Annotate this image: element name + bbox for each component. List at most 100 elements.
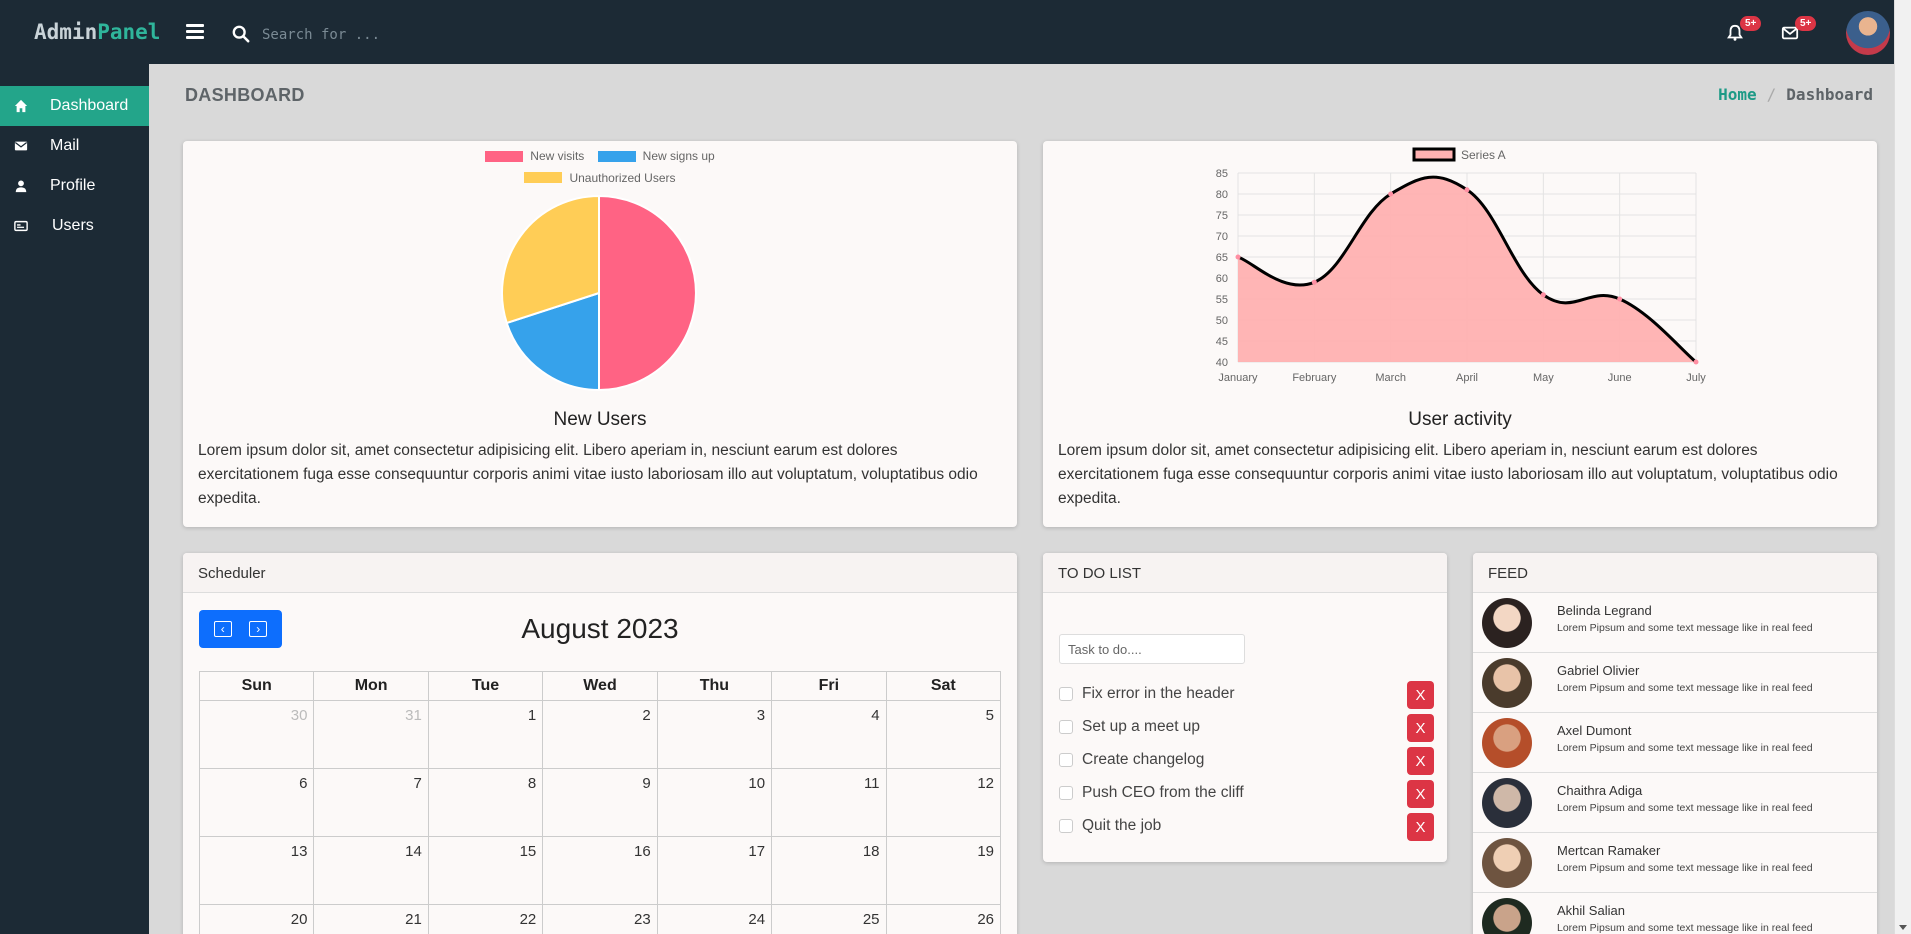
menu-toggle-icon[interactable] xyxy=(186,24,204,40)
calendar-day-cell[interactable]: 31 xyxy=(313,700,429,769)
calendar-day-cell[interactable]: 12 xyxy=(885,768,1002,837)
calendar-day-cell[interactable]: 6 xyxy=(198,768,315,837)
calendar-day-cell[interactable]: 17 xyxy=(656,836,773,905)
data-point[interactable] xyxy=(1388,191,1394,197)
calendar-day-cell[interactable]: 16 xyxy=(542,836,658,905)
delete-task-button[interactable]: X xyxy=(1407,681,1434,709)
calendar-day-cell[interactable]: 5 xyxy=(885,700,1002,769)
calendar-day-cell[interactable]: 11 xyxy=(771,768,887,837)
todo-checkbox[interactable] xyxy=(1059,786,1073,800)
data-point[interactable] xyxy=(1235,254,1241,260)
envelope-icon[interactable] xyxy=(1781,24,1799,42)
user-avatar[interactable] xyxy=(1846,11,1890,55)
feed-item[interactable]: Gabriel Olivier Lorem Pipsum and some tex… xyxy=(1473,653,1877,713)
legend-item[interactable]: Unauthorized Users xyxy=(524,171,676,185)
delete-task-button[interactable]: X xyxy=(1407,714,1434,742)
todo-checkbox[interactable] xyxy=(1059,720,1073,734)
sidebar-item-label: Mail xyxy=(50,137,80,154)
sidebar-item-profile[interactable]: Profile xyxy=(0,166,149,206)
todo-checkbox[interactable] xyxy=(1059,753,1073,767)
feed-item[interactable]: Akhil Salian Lorem Pipsum and some text m… xyxy=(1473,893,1877,934)
series-area xyxy=(1238,177,1696,362)
breadcrumb-home-link[interactable]: Home xyxy=(1718,85,1757,104)
delete-task-button[interactable]: X xyxy=(1407,813,1434,841)
calendar-day-cell[interactable]: 8 xyxy=(427,768,544,837)
todo-item: Push CEO from the cliff X xyxy=(1059,779,1434,808)
calendar-day-cell[interactable]: 30 xyxy=(198,700,315,769)
calendar-title: August 2023 xyxy=(521,613,679,644)
y-tick-label: 50 xyxy=(1216,315,1228,327)
data-point[interactable] xyxy=(1540,292,1546,298)
todo-input[interactable] xyxy=(1059,634,1245,664)
calendar-day-cell[interactable]: 3 xyxy=(656,700,773,769)
data-point[interactable] xyxy=(1464,187,1470,193)
user-activity-line-chart: Series A 40 45 50 55 60 65 70 75 80 85 January Febru… xyxy=(1216,147,1706,384)
weekday-header: Wed xyxy=(542,671,658,701)
delete-task-button[interactable]: X xyxy=(1407,747,1434,775)
feed-item[interactable]: Chaithra Adiga Lorem Pipsum and some text… xyxy=(1473,773,1877,833)
feed-author-name: Mertcan Ramaker xyxy=(1557,843,1661,858)
pie-slice[interactable] xyxy=(598,194,697,392)
calendar-day-cell[interactable]: 26 xyxy=(885,904,1002,934)
feed-item[interactable]: Axel Dumont Lorem Pipsum and some text me… xyxy=(1473,713,1877,773)
calendar-day-cell[interactable]: 25 xyxy=(771,904,887,934)
envelope-icon xyxy=(14,141,28,151)
legend-swatch xyxy=(597,150,636,162)
search-input[interactable] xyxy=(262,22,562,48)
calendar-day-cell[interactable]: 19 xyxy=(885,836,1002,905)
calendar-day-cell[interactable]: 21 xyxy=(313,904,429,934)
calendar-day-cell[interactable]: 15 xyxy=(427,836,544,905)
feed-item[interactable]: Belinda Legrand Lorem Pipsum and some tex… xyxy=(1473,593,1877,653)
calendar-day-cell[interactable]: 14 xyxy=(313,836,429,905)
todo-item: Fix error in the header X xyxy=(1059,680,1434,709)
feed-avatar xyxy=(1482,898,1532,934)
pie-slice[interactable] xyxy=(505,291,600,392)
legend-item[interactable]: New visits xyxy=(485,149,584,163)
prev-month-button[interactable]: ‹ xyxy=(213,621,232,637)
delete-task-button[interactable]: X xyxy=(1407,780,1434,808)
calendar-day-cell[interactable]: 23 xyxy=(542,904,658,934)
x-tick-label: March xyxy=(1375,372,1406,384)
feed-message: Lorem Pipsum and some text message like … xyxy=(1557,922,1813,934)
calendar-day-cell[interactable]: 9 xyxy=(542,768,658,837)
brand-logo[interactable]: AdminPanel xyxy=(34,20,161,44)
search-icon[interactable] xyxy=(232,25,250,43)
legend-item[interactable]: New signs up xyxy=(597,149,715,163)
next-month-button[interactable]: › xyxy=(249,621,268,637)
y-tick-label: 40 xyxy=(1216,357,1228,369)
x-tick-label: April xyxy=(1456,372,1478,384)
pie-legend: New visits New signs up Unauthorized Use… xyxy=(183,149,1017,186)
calendar-day-cell[interactable]: 4 xyxy=(771,700,887,769)
sidebar-item-dashboard[interactable]: Dashboard xyxy=(0,86,149,126)
feed-item[interactable]: Mertcan Ramaker Lorem Pipsum and some tex… xyxy=(1473,833,1877,893)
new-users-card: New visits New signs up Unauthorized Use… xyxy=(183,141,1017,527)
todo-checkbox[interactable] xyxy=(1059,687,1073,701)
pie-slice[interactable] xyxy=(501,194,600,325)
feed-message: Lorem Pipsum and some text message like … xyxy=(1557,742,1813,754)
calendar-day-cell[interactable]: 7 xyxy=(313,768,429,837)
bell-icon[interactable] xyxy=(1726,24,1744,42)
calendar-day-cell[interactable]: 1 xyxy=(427,700,544,769)
data-point[interactable] xyxy=(1617,296,1623,302)
breadcrumb-separator: / xyxy=(1766,85,1777,104)
data-point[interactable] xyxy=(1311,279,1317,285)
calendar-day-cell[interactable]: 20 xyxy=(198,904,315,934)
top-navbar: AdminPanel 5+ 5+ xyxy=(0,0,1894,64)
calendar-day-cell[interactable]: 22 xyxy=(427,904,544,934)
calendar-day-cell[interactable]: 13 xyxy=(198,836,315,905)
feed-avatar xyxy=(1482,658,1532,708)
calendar-day-cell[interactable]: 24 xyxy=(656,904,773,934)
page-scrollbar[interactable] xyxy=(1894,0,1911,934)
calendar-day-cell[interactable]: 2 xyxy=(542,700,658,769)
feed-author-name: Chaithra Adiga xyxy=(1557,783,1643,798)
sidebar-item-users[interactable]: Users xyxy=(0,206,149,246)
todo-checkbox[interactable] xyxy=(1059,819,1073,833)
calendar-day-cell[interactable]: 18 xyxy=(771,836,887,905)
sidebar-item-mail[interactable]: Mail xyxy=(0,126,149,166)
data-point[interactable] xyxy=(1693,359,1699,365)
x-tick-label: May xyxy=(1533,372,1554,384)
calendar-day-cell[interactable]: 10 xyxy=(656,768,773,837)
breadcrumb: Home / Dashboard xyxy=(1718,85,1873,104)
y-tick-label: 75 xyxy=(1216,210,1228,222)
legend-swatch[interactable] xyxy=(1412,147,1456,162)
